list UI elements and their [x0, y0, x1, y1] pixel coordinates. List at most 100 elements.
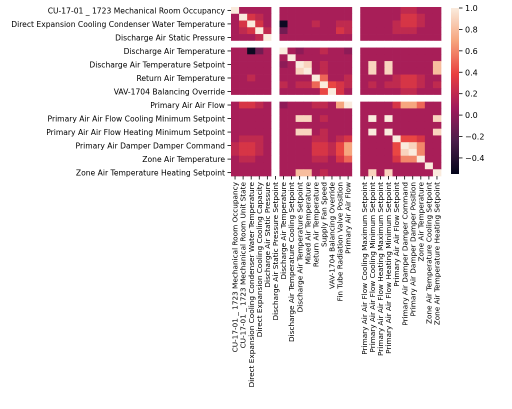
- heatmap-cell: [336, 21, 344, 28]
- heatmap-cell: [393, 75, 401, 82]
- heatmap-cell: [263, 48, 271, 55]
- colorbar: 1.0 0.8 0.6 0.4 0.2 0.0 −0.2 −0.4: [451, 4, 484, 174]
- heatmap-cell: [417, 81, 425, 88]
- heatmap-cell: [352, 129, 360, 136]
- heatmap-cell: [296, 68, 304, 75]
- heatmap-cell: [433, 14, 441, 21]
- heatmap-cell: [368, 95, 376, 102]
- heatmap-cell: [417, 68, 425, 75]
- heatmap-cell: [239, 135, 247, 142]
- heatmap-cell: [433, 7, 441, 14]
- heatmap-cell: [433, 102, 441, 109]
- heatmap-cell: [336, 142, 344, 149]
- heatmap-cell: [352, 54, 360, 61]
- heatmap-cell: [312, 108, 320, 115]
- heatmap-cell: [352, 61, 360, 68]
- heatmap-cell: [336, 115, 344, 122]
- heatmap-cell: [271, 41, 279, 48]
- heatmap-cell: [279, 129, 287, 136]
- heatmap-cell: [425, 7, 433, 14]
- heatmap-cell: [360, 34, 368, 41]
- heatmap-cell: [433, 108, 441, 115]
- heatmap-cell: [296, 41, 304, 48]
- heatmap-cell: [368, 41, 376, 48]
- heatmap-cell: [393, 122, 401, 129]
- heatmap-cell: [393, 95, 401, 102]
- heatmap-cell: [231, 142, 239, 149]
- heatmap-cell: [384, 95, 392, 102]
- heatmap-cell: [401, 95, 409, 102]
- heatmap-cell: [279, 135, 287, 142]
- heatmap-cell: [255, 14, 263, 21]
- heatmap-cell: [360, 27, 368, 34]
- heatmap-cell: [352, 34, 360, 41]
- heatmap-cell: [263, 14, 271, 21]
- heatmap-cell: [263, 156, 271, 163]
- heatmap-cell: [417, 169, 425, 176]
- heatmap-cell: [376, 27, 384, 34]
- heatmap-cell: [393, 48, 401, 55]
- heatmap-cell: [328, 156, 336, 163]
- heatmap-cell: [255, 122, 263, 129]
- heatmap-cell: [433, 95, 441, 102]
- heatmap-cell: [263, 108, 271, 115]
- heatmap-cell: [304, 149, 312, 156]
- heatmap-cell: [360, 68, 368, 75]
- heatmap-cell: [255, 68, 263, 75]
- heatmap-cell: [231, 7, 239, 14]
- heatmap-cell: [320, 34, 328, 41]
- heatmap-cell: [360, 41, 368, 48]
- heatmap-cell: [312, 75, 320, 82]
- heatmap-cell: [360, 108, 368, 115]
- heatmap-cell: [312, 129, 320, 136]
- heatmap-cell: [368, 162, 376, 169]
- heatmap-cell: [376, 48, 384, 55]
- heatmap-cell: [320, 68, 328, 75]
- heatmap-cell: [360, 142, 368, 149]
- heatmap-cell: [417, 122, 425, 129]
- heatmap-cell: [304, 7, 312, 14]
- heatmap-cell: [425, 169, 433, 176]
- heatmap-cell: [384, 75, 392, 82]
- heatmap-cell: [271, 7, 279, 14]
- heatmap-cell: [288, 95, 296, 102]
- heatmap-cell: [352, 95, 360, 102]
- heatmap-cell: [425, 142, 433, 149]
- heatmap-cell: [409, 115, 417, 122]
- heatmap-cell: [425, 48, 433, 55]
- heatmap-cell: [336, 7, 344, 14]
- heatmap-cell: [417, 129, 425, 136]
- heatmap-cell: [384, 122, 392, 129]
- heatmap-cell: [344, 169, 352, 176]
- heatmap-cell: [231, 108, 239, 115]
- row-label: Primary Air Air Flow: [150, 101, 225, 110]
- heatmap-cell: [425, 41, 433, 48]
- heatmap-cell: [393, 7, 401, 14]
- heatmap-cell: [409, 156, 417, 163]
- heatmap-cell: [433, 115, 441, 122]
- heatmap-cell: [312, 162, 320, 169]
- heatmap-cell: [320, 108, 328, 115]
- heatmap-cell: [271, 75, 279, 82]
- heatmap-cell: [271, 169, 279, 176]
- heatmap-cell: [271, 156, 279, 163]
- heatmap-cell: [247, 95, 255, 102]
- heatmap-cell: [271, 21, 279, 28]
- heatmap-cell: [401, 156, 409, 163]
- heatmap-cell: [433, 81, 441, 88]
- colorbar-gradient: [451, 8, 459, 174]
- heatmap-cell: [409, 41, 417, 48]
- heatmap-cell: [417, 75, 425, 82]
- heatmap-cell: [247, 156, 255, 163]
- heatmap-cell: [320, 129, 328, 136]
- heatmap-cell: [296, 54, 304, 61]
- heatmap-cell: [288, 61, 296, 68]
- column-label: Zone Air Temperature Heating Setpoint: [433, 182, 442, 325]
- heatmap-cell: [368, 54, 376, 61]
- heatmap-cell: [312, 95, 320, 102]
- heatmap-cell: [304, 81, 312, 88]
- heatmap-cell: [312, 34, 320, 41]
- heatmap-cell: [384, 7, 392, 14]
- heatmap-cell: [417, 102, 425, 109]
